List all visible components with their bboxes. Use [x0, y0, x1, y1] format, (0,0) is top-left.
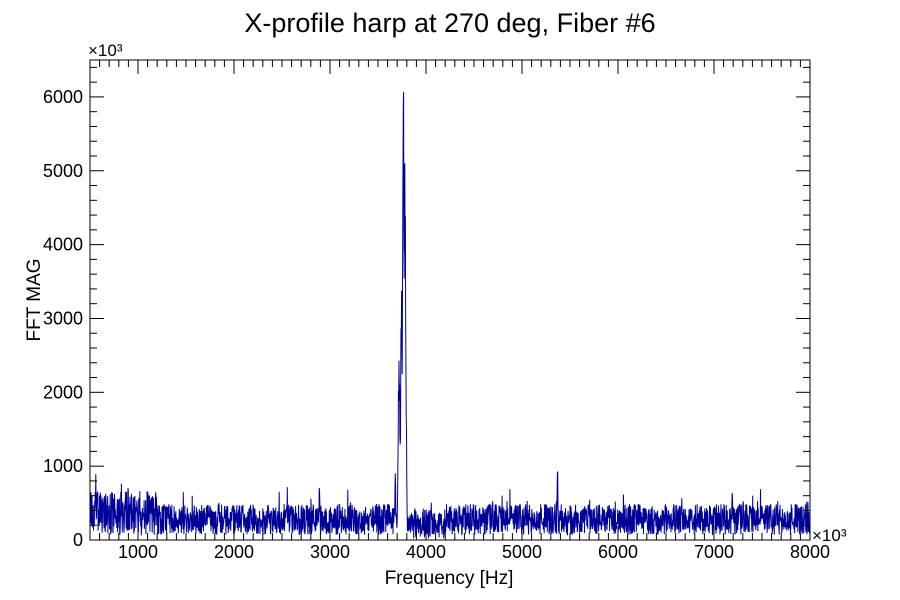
x-tick-label: 4000 [406, 542, 446, 562]
x-tick-label: 7000 [694, 542, 734, 562]
y-tick-label: 6000 [43, 87, 83, 107]
chart-title: X-profile harp at 270 deg, Fiber #6 [244, 8, 655, 38]
x-tick-label: 1000 [118, 542, 158, 562]
axis-ticks [89, 60, 811, 541]
y-tick-label: 5000 [43, 161, 83, 181]
y-tick-label: 3000 [43, 308, 83, 328]
series-group [89, 91, 811, 539]
plot-border [89, 59, 811, 541]
y-tick-label: 4000 [43, 235, 83, 255]
plot-frame [89, 59, 811, 541]
y-axis-label: FFT MAG [24, 258, 45, 341]
y-tick-labels: 0 1000 2000 3000 4000 5000 6000 [43, 87, 83, 550]
x-axis-multiplier: ×10³ [812, 526, 847, 545]
x-tick-label: 5000 [502, 542, 542, 562]
y-tick-label: 2000 [43, 382, 83, 402]
y-tick-label: 1000 [43, 456, 83, 476]
y-tick-label: 0 [73, 530, 83, 550]
x-tick-labels: 1000 2000 3000 4000 5000 6000 7000 8000 [118, 542, 830, 562]
x-tick-label: 6000 [598, 542, 638, 562]
x-tick-label: 3000 [310, 542, 350, 562]
x-axis-label: Frequency [Hz] [385, 568, 514, 589]
x-tick-label: 2000 [214, 542, 254, 562]
spectrum-line [89, 91, 811, 539]
x-tick-label: 8000 [790, 542, 830, 562]
y-axis-multiplier: ×10³ [88, 41, 123, 60]
